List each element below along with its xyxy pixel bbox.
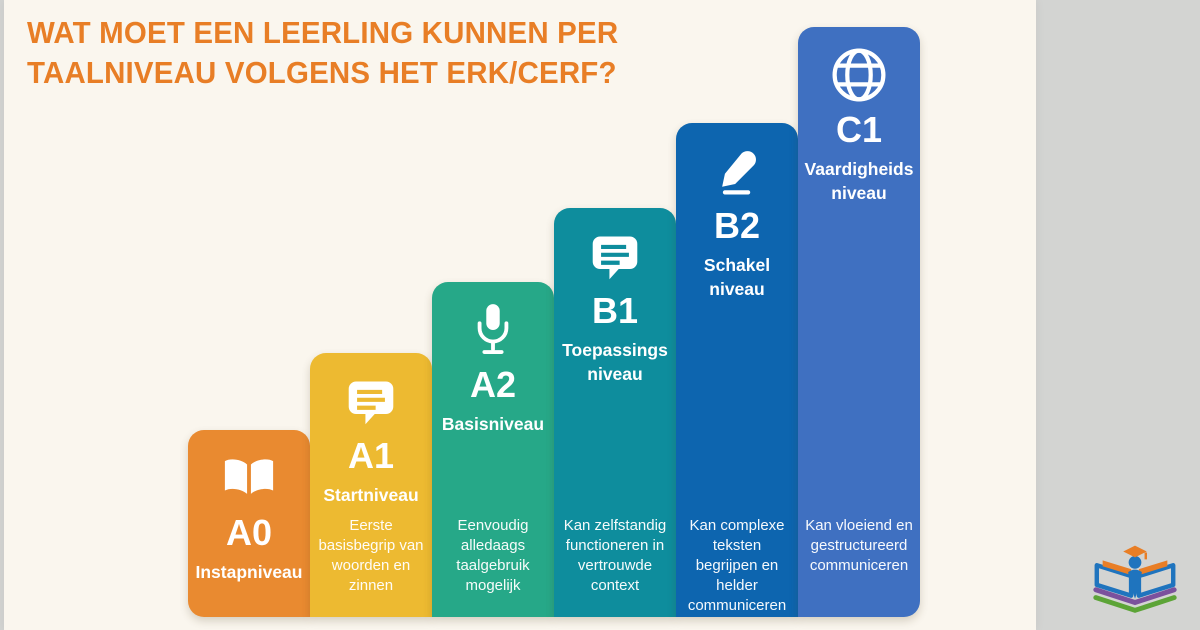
level-name: Vaardigheids niveau — [804, 158, 914, 204]
level-code: B2 — [713, 205, 761, 246]
level-column-b1: B1 Toepassings niveau Kan zelfstandig fu… — [554, 208, 676, 617]
level-code: A1 — [347, 435, 395, 476]
microphone-icon — [470, 301, 516, 359]
level-description: Eerste basisbegrip van woorden en zinnen — [318, 517, 424, 594]
page-title-line-2: TAALNIVEAU VOLGENS HET ERK/CERF? — [27, 55, 617, 90]
globe-icon — [829, 46, 889, 104]
level-description — [188, 516, 310, 617]
level-code: C1 — [835, 109, 883, 150]
level-code: A0 — [225, 512, 273, 553]
education-logo — [1086, 538, 1184, 618]
level-description: Kan vloeiend en gestructureerd communice… — [805, 517, 913, 574]
level-description: Kan complexe teksten begrijpen en helder… — [687, 517, 787, 614]
level-name: Basisniveau — [441, 413, 545, 434]
pencil-icon — [711, 142, 763, 200]
chat-icon — [345, 372, 397, 430]
level-description: Eenvoudig alledaags taalgebruik mogelijk — [456, 517, 530, 594]
level-column-a2: A2 Basisniveau Eenvoudig alledaags taalg… — [432, 282, 554, 617]
level-name: Instapniveau — [195, 561, 303, 582]
level-column-a1: A1 Startniveau Eerste basisbegrip van wo… — [310, 353, 432, 617]
level-column-c1: C1 Vaardigheids niveau Kan vloeiend en g… — [798, 27, 920, 617]
level-name: Toepassings niveau — [562, 339, 668, 385]
level-name: Schakel niveau — [703, 254, 771, 300]
level-column-b2: B2 Schakel niveau Kan complexe teksten b… — [676, 123, 798, 617]
level-description: Kan zelfstandig functioneren in vertrouw… — [563, 517, 667, 594]
chat-icon — [589, 227, 641, 285]
level-code: B1 — [591, 290, 639, 331]
page-title: WAT MOET EEN LEERLING KUNNEN PER TAALNIV… — [27, 13, 958, 93]
level-column-a0: A0 Instapniveau — [188, 430, 310, 617]
book-icon — [222, 449, 276, 507]
page-title-line-1: WAT MOET EEN LEERLING KUNNEN PER — [27, 15, 619, 50]
level-code: A2 — [469, 364, 517, 405]
level-name: Startniveau — [323, 484, 419, 505]
